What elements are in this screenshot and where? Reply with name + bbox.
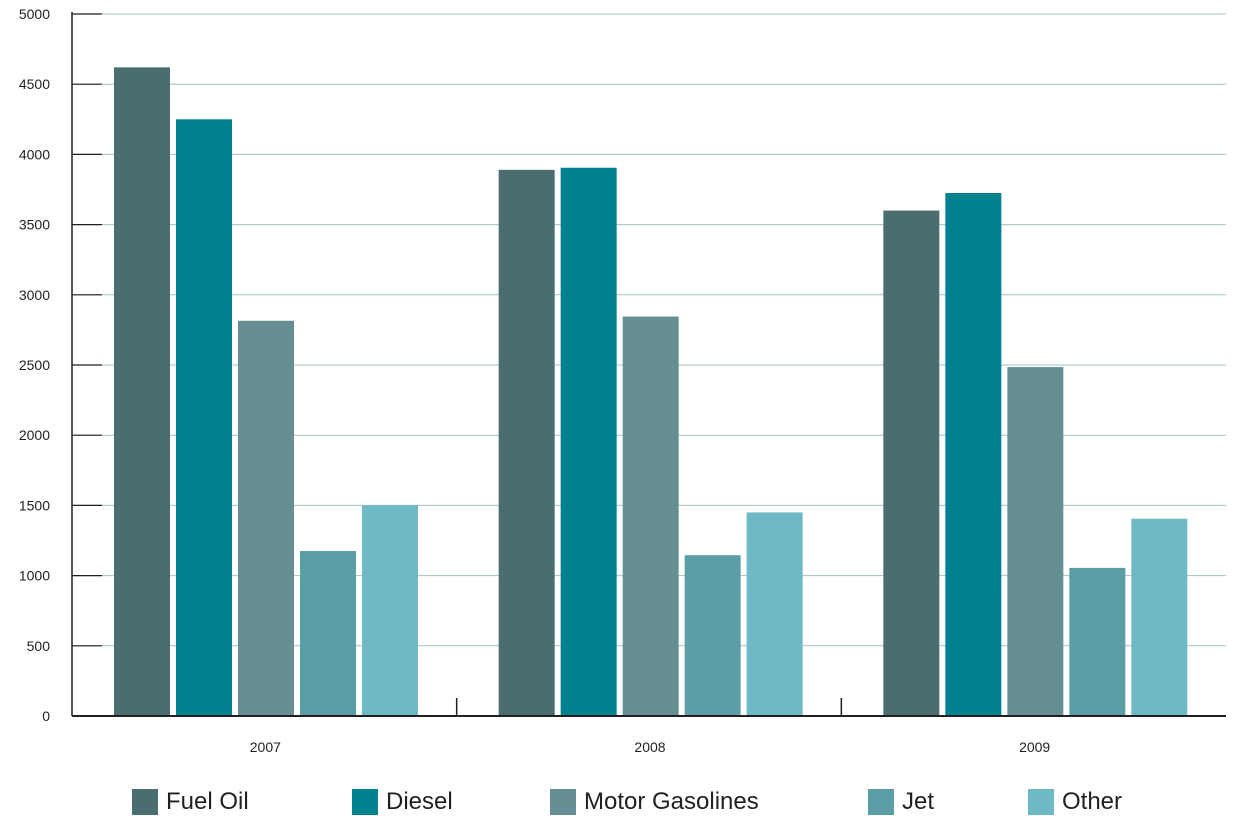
bar-jet-2009	[1069, 568, 1125, 716]
bar-diesel-2008	[561, 168, 617, 716]
bar-jet-2007	[300, 551, 356, 716]
legend-label: Other	[1062, 788, 1122, 816]
y-tick-label: 2500	[19, 357, 50, 373]
bar-diesel-2009	[945, 193, 1001, 716]
y-tick-label: 5000	[19, 6, 50, 22]
legend: Fuel Oil Diesel Motor Gasolines Jet Other	[0, 782, 1239, 816]
y-tick-label: 4000	[19, 146, 50, 162]
legend-item-motor-gasolines: Motor Gasolines	[550, 788, 759, 816]
y-tick-label: 1500	[19, 497, 50, 513]
x-tick-label: 2007	[250, 739, 281, 755]
bar-motor-gasolines-2007	[238, 321, 294, 716]
legend-item-fuel-oil: Fuel Oil	[132, 788, 249, 816]
y-tick-label: 4500	[19, 76, 50, 92]
bar-chart: 0 500 1000 1500 2000 2500 3000 3500 4000 4500 5000…	[0, 0, 1239, 782]
legend-swatch	[1028, 789, 1054, 815]
bar-fuel-oil-2008	[499, 170, 555, 716]
legend-label: Fuel Oil	[166, 788, 249, 816]
y-tick-label: 1000	[19, 568, 50, 584]
bar-other-2009	[1131, 519, 1187, 716]
x-tick-label: 2008	[634, 739, 665, 755]
bar-motor-gasolines-2009	[1007, 367, 1063, 716]
bar-other-2008	[747, 512, 803, 716]
bar-motor-gasolines-2008	[623, 317, 679, 716]
bar-other-2007	[362, 505, 418, 716]
legend-swatch	[868, 789, 894, 815]
y-tick-label: 3500	[19, 217, 50, 233]
y-tick-label: 3000	[19, 287, 50, 303]
legend-label: Jet	[902, 788, 934, 816]
legend-label: Motor Gasolines	[584, 788, 759, 816]
legend-item-other: Other	[1028, 788, 1122, 816]
legend-item-diesel: Diesel	[352, 788, 453, 816]
legend-label: Diesel	[386, 788, 453, 816]
legend-swatch	[550, 789, 576, 815]
legend-swatch	[352, 789, 378, 815]
y-tick-label: 0	[42, 708, 50, 724]
y-tick-label: 2000	[19, 427, 50, 443]
x-tick-label: 2009	[1019, 739, 1050, 755]
bars	[114, 67, 1187, 716]
legend-item-jet: Jet	[868, 788, 934, 816]
bar-jet-2008	[685, 555, 741, 716]
legend-swatch	[132, 789, 158, 815]
y-tick-label: 500	[27, 638, 51, 654]
bar-fuel-oil-2009	[883, 211, 939, 716]
bar-fuel-oil-2007	[114, 67, 170, 716]
bar-diesel-2007	[176, 119, 232, 716]
